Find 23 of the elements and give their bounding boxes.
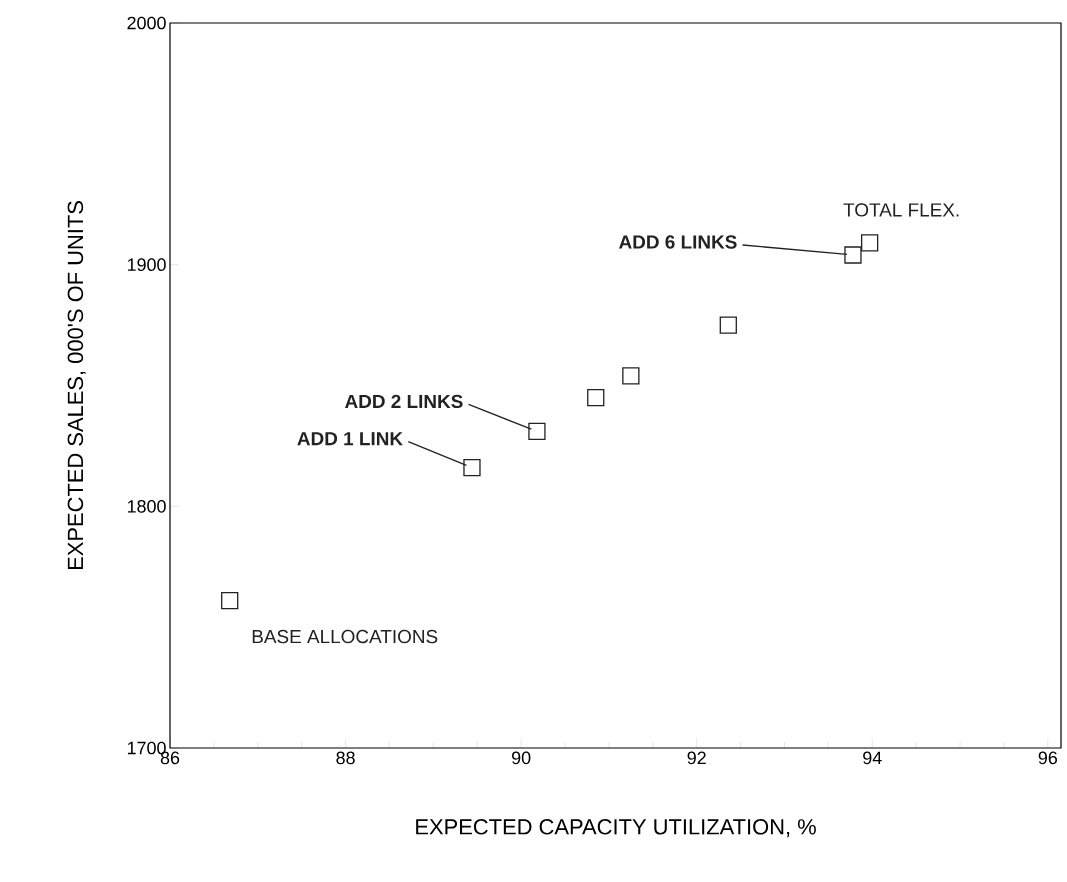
x-tick-label: 88	[336, 751, 355, 765]
y-tick-label: 2000	[127, 16, 166, 30]
x-tick-label: 96	[1038, 751, 1058, 765]
annotation: ADD 6 LINKS	[619, 235, 737, 249]
point	[719, 316, 737, 334]
annotation: TOTAL FLEX.	[843, 203, 959, 217]
annotation: ADD 2 LINKS	[344, 394, 463, 409]
x-axis-title: EXPECTED CAPACITY UTILIZATION, %	[416, 819, 816, 838]
annotation: ADD 1 LINK	[297, 432, 403, 446]
point	[221, 591, 239, 610]
point	[463, 459, 481, 477]
y-tick-label: 1900	[127, 258, 166, 271]
x-tick-label: 94	[863, 751, 882, 765]
x-tick-label: 92	[687, 751, 706, 765]
y-axis-title: EXPECTED SALES, 000'S OF UNITS	[67, 201, 86, 570]
point	[587, 388, 605, 407]
point	[528, 422, 546, 441]
point	[860, 234, 879, 252]
point	[622, 367, 640, 385]
annotation: BASE ALLOCATIONS	[252, 629, 438, 644]
point	[844, 246, 862, 264]
x-tick-label: 90	[512, 751, 531, 765]
y-tick-label: 1800	[127, 499, 166, 513]
